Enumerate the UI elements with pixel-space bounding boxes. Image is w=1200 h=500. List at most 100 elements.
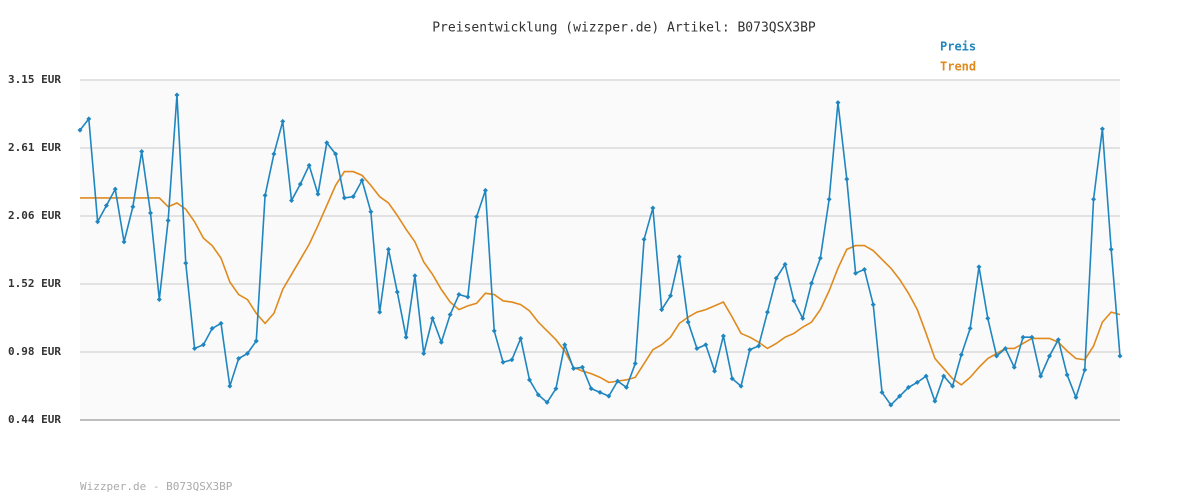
- y-tick-label: 2.06 EUR: [8, 209, 61, 222]
- y-tick-label: 0.44 EUR: [8, 413, 61, 426]
- point-marker: [571, 366, 577, 372]
- point-marker: [412, 273, 418, 279]
- point-marker: [685, 319, 691, 325]
- point-marker: [809, 280, 815, 286]
- point-marker: [588, 386, 594, 392]
- point-marker: [544, 399, 550, 405]
- point-marker: [941, 373, 947, 379]
- point-marker: [465, 294, 471, 300]
- point-marker: [280, 118, 286, 124]
- point-marker: [359, 177, 365, 183]
- series-line: [80, 170, 1121, 386]
- point-marker: [615, 378, 621, 384]
- point-marker: [306, 162, 312, 168]
- point-marker: [1029, 334, 1035, 340]
- point-marker: [579, 364, 585, 370]
- point-marker: [676, 254, 682, 260]
- chart-title: Preisentwicklung (wizzper.de) Artikel: B…: [432, 21, 816, 36]
- point-marker: [297, 181, 303, 187]
- point-marker: [491, 328, 497, 334]
- point-marker: [244, 351, 250, 357]
- point-marker: [253, 338, 259, 344]
- point-marker: [756, 343, 762, 349]
- point-marker: [606, 393, 612, 399]
- point-marker: [729, 376, 735, 382]
- point-marker: [853, 270, 859, 276]
- point-marker: [641, 236, 647, 242]
- point-marker: [1117, 353, 1123, 359]
- point-marker: [112, 186, 118, 192]
- legend-label: Preis: [940, 40, 976, 54]
- point-marker: [844, 176, 850, 182]
- point-marker: [271, 151, 277, 157]
- point-marker: [985, 315, 991, 321]
- point-marker: [747, 347, 753, 353]
- point-marker: [333, 151, 339, 157]
- point-marker: [659, 307, 665, 313]
- y-tick-label: 3.15 EUR: [8, 73, 61, 86]
- point-marker: [712, 368, 718, 374]
- point-marker: [1064, 372, 1070, 378]
- point-marker: [897, 393, 903, 399]
- point-marker: [623, 384, 629, 390]
- point-marker: [1082, 367, 1088, 373]
- point-marker: [95, 219, 101, 225]
- point-marker: [183, 260, 189, 266]
- point-marker: [130, 204, 136, 210]
- point-marker: [456, 292, 462, 298]
- point-marker: [1055, 337, 1061, 343]
- point-marker: [447, 312, 453, 318]
- point-marker: [791, 298, 797, 304]
- point-marker: [703, 342, 709, 348]
- point-marker: [350, 194, 356, 200]
- point-marker: [218, 320, 224, 326]
- point-marker: [103, 202, 109, 208]
- point-marker: [1011, 364, 1017, 370]
- point-marker: [826, 196, 832, 202]
- point-marker: [817, 255, 823, 261]
- point-marker: [1020, 334, 1026, 340]
- point-marker: [430, 315, 436, 321]
- point-marker: [861, 266, 867, 272]
- point-marker: [923, 373, 929, 379]
- point-marker: [324, 140, 330, 146]
- point-marker: [720, 333, 726, 339]
- point-marker: [800, 315, 806, 321]
- point-marker: [535, 392, 541, 398]
- point-marker: [597, 389, 603, 395]
- point-marker: [870, 302, 876, 308]
- point-marker: [562, 342, 568, 348]
- point-marker: [976, 264, 982, 270]
- point-marker: [421, 351, 427, 357]
- point-marker: [1091, 196, 1097, 202]
- point-marker: [148, 210, 154, 216]
- point-marker: [958, 352, 964, 358]
- point-marker: [967, 325, 973, 331]
- point-marker: [403, 334, 409, 340]
- point-marker: [1099, 126, 1105, 132]
- point-marker: [668, 293, 674, 299]
- point-marker: [526, 377, 532, 383]
- point-marker: [315, 191, 321, 197]
- point-marker: [139, 149, 145, 155]
- point-marker: [377, 309, 383, 315]
- point-marker: [879, 389, 885, 395]
- point-marker: [438, 339, 444, 345]
- point-marker: [121, 239, 127, 245]
- point-marker: [236, 356, 242, 362]
- point-marker: [1046, 353, 1052, 359]
- point-marker: [509, 357, 515, 363]
- point-marker: [156, 297, 162, 303]
- point-marker: [888, 402, 894, 408]
- point-marker: [1002, 345, 1008, 351]
- point-marker: [773, 275, 779, 281]
- point-marker: [950, 383, 956, 389]
- point-marker: [1038, 373, 1044, 379]
- point-marker: [174, 92, 180, 98]
- point-marker: [553, 386, 559, 392]
- point-marker: [650, 205, 656, 211]
- point-marker: [368, 209, 374, 215]
- point-marker: [994, 353, 1000, 359]
